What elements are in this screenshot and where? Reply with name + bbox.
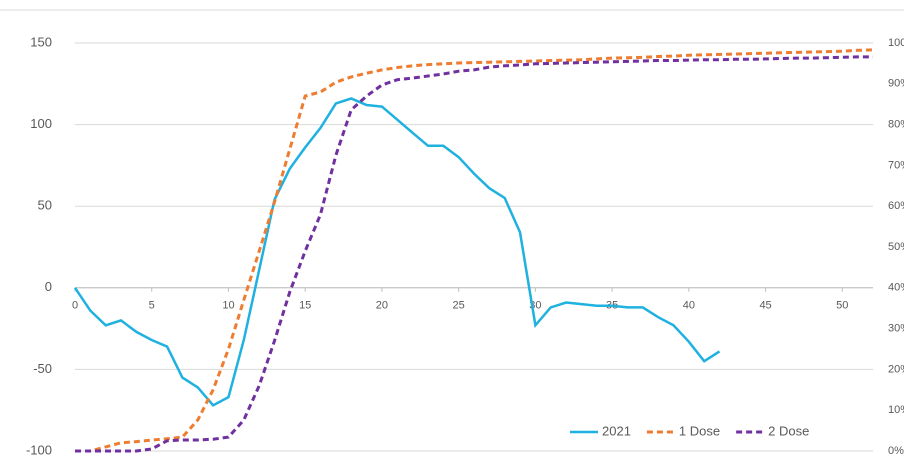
x-tick-label: 0 [72,300,78,312]
y2-tick-label: 20% [888,363,904,375]
y-tick-label: -50 [33,361,52,376]
y2-tick-label: 70% [888,159,904,171]
y2-tick-label: 60% [888,200,904,212]
y2-tick-label: 0% [888,445,904,457]
legend-label: 1 Dose [679,423,720,438]
y2-tick-label: 100% [888,37,904,49]
y2-tick-label: 10% [888,404,904,416]
series-line [75,48,874,453]
series-line [73,97,721,407]
x-tick-label: 40 [683,300,695,312]
x-tick-label: 45 [759,300,771,312]
y2-tick-label: 40% [888,282,904,294]
y2-tick-label: 90% [888,78,904,90]
x-tick-label: 15 [299,300,311,312]
x-tick-label: 20 [376,300,388,312]
y-tick-label: 100 [30,116,52,131]
legend-label: 2 Dose [768,423,809,438]
x-tick-label: 50 [836,300,848,312]
x-tick-label: 10 [222,300,234,312]
y2-tick-label: 30% [888,323,904,335]
y-tick-label: 50 [38,198,52,213]
y-tick-label: -100 [26,442,52,457]
series-line [75,55,873,453]
x-tick-label: 25 [453,300,465,312]
y2-tick-label: 80% [888,119,904,131]
y2-tick-label: 50% [888,241,904,253]
x-tick-label: 5 [149,300,155,312]
y-tick-label: 0 [45,279,52,294]
y-tick-label: 150 [30,34,52,49]
legend-label: 2021 [602,423,631,438]
